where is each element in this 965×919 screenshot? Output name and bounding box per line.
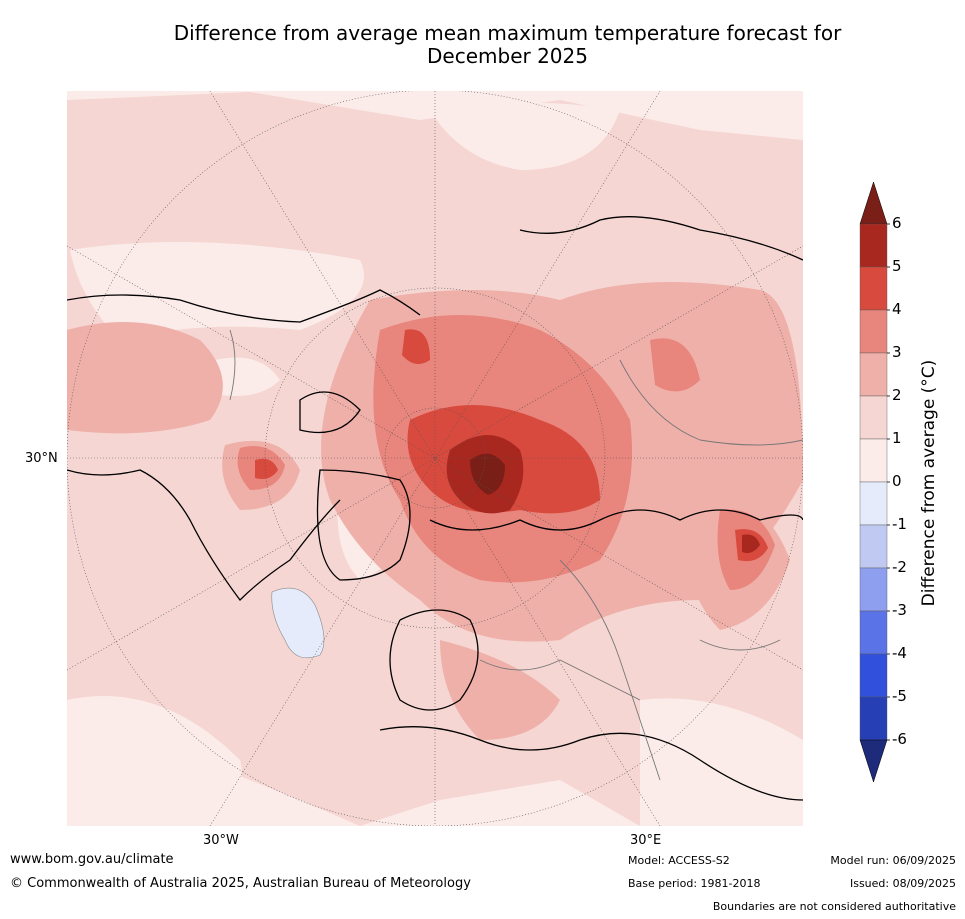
country-borders (229, 329, 803, 781)
colorbar-tick-label: -4 (892, 644, 907, 662)
colorbar-tick-label: -5 (892, 687, 907, 705)
colorbar-band--6--5 (859, 696, 888, 741)
anomaly-over-6-regions (470, 453, 505, 495)
colorbar-tick-label: -6 (892, 730, 907, 748)
anomaly-0-1-patches (67, 102, 803, 826)
colorbar-tick-label: 2 (892, 386, 902, 404)
colorbar-band-0-1 (859, 438, 888, 483)
colorbar-band--3--2 (859, 567, 888, 612)
footer-issued: Issued: 08/09/2025 (849, 877, 956, 890)
anomaly-minus-1-0-regions (271, 587, 325, 659)
coastlines (67, 216, 803, 801)
colorbar-tick-label: 3 (892, 343, 902, 361)
footer-website[interactable]: www.bom.gov.au/climate (10, 852, 174, 867)
colorbar (859, 181, 890, 783)
colorbar-band-4-5 (859, 266, 888, 311)
colorbar-tick-label: 0 (892, 472, 902, 490)
lon-label-30w: 30°W (203, 833, 239, 848)
colorbar-under-arrow (859, 739, 888, 783)
colorbar-band--2--1 (859, 524, 888, 569)
colorbar-tick-label: -2 (892, 558, 907, 576)
map-title: Difference from average mean maximum tem… (40, 22, 965, 68)
title-line-2: December 2025 (427, 44, 588, 68)
footer-copyright: © Commonwealth of Australia 2025, Austra… (10, 876, 471, 891)
footer-model: Model: ACCESS-S2 (628, 854, 730, 867)
colorbar-tick-label: 4 (892, 300, 902, 318)
colorbar-band-2-3 (859, 352, 888, 397)
footer-base-period: Base period: 1981-2018 (628, 877, 761, 890)
colorbar-band--1-0 (859, 481, 888, 526)
colorbar-tick-label: 6 (892, 214, 902, 232)
colorbar-tick-label: 1 (892, 429, 902, 447)
colorbar-over-arrow (859, 181, 888, 225)
footer-model-run: Model run: 06/09/2025 (830, 854, 956, 867)
colorbar-band-3-4 (859, 309, 888, 354)
footer-boundaries-note: Boundaries are not considered authoritat… (712, 900, 956, 913)
colorbar-band-1-2 (859, 395, 888, 440)
colorbar-tick-label: -3 (892, 601, 907, 619)
colorbar-band-5-6 (859, 223, 888, 268)
colorbar-tick-label: 5 (892, 257, 902, 275)
colorbar-title: Difference from average (°C) (919, 359, 939, 607)
title-line-1: Difference from average mean maximum tem… (173, 21, 842, 45)
colorbar-band--5--4 (859, 653, 888, 698)
graticule (67, 91, 803, 826)
colorbar-band--4--3 (859, 610, 888, 655)
map-panel (67, 91, 803, 826)
lat-label-30n: 30°N (25, 451, 58, 466)
lon-label-30e: 30°E (630, 833, 662, 848)
colorbar-tick-label: -1 (892, 515, 907, 533)
